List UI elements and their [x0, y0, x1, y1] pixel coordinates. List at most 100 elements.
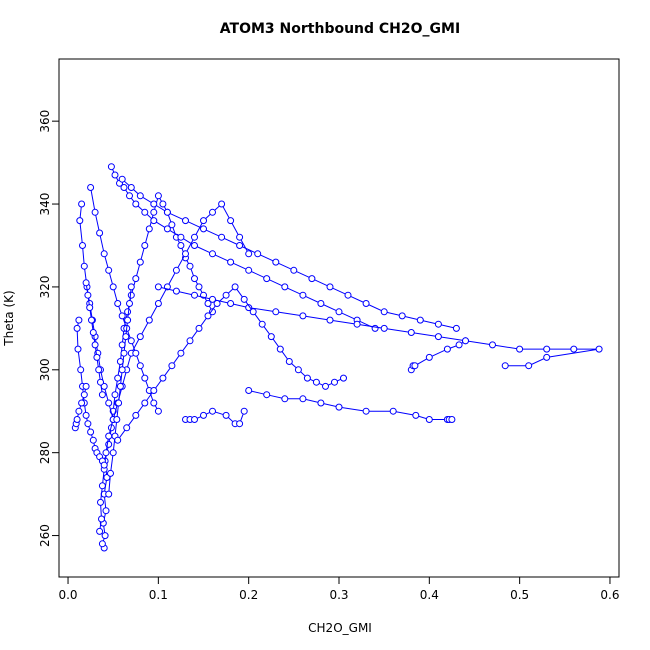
data-point: [335, 403, 343, 411]
data-series: [245, 387, 456, 423]
data-point: [84, 420, 92, 428]
data-point: [299, 291, 307, 299]
data-point: [124, 308, 132, 316]
data-point: [113, 416, 121, 423]
data-point: [150, 399, 158, 407]
y-axis-label: Theta (K): [2, 290, 16, 346]
data-point: [455, 341, 463, 349]
data-point: [299, 395, 307, 403]
data-series: [182, 407, 248, 428]
data-point: [75, 407, 83, 415]
data-point: [172, 266, 180, 274]
data-point: [154, 283, 162, 291]
data-point: [120, 184, 128, 191]
data-point: [200, 217, 207, 225]
data-point: [443, 345, 451, 353]
data-point: [136, 192, 144, 200]
data-point: [186, 262, 194, 270]
data-point: [116, 382, 124, 390]
x-tick-label: 0.5: [510, 588, 529, 602]
data-point: [96, 527, 104, 535]
data-point: [75, 316, 83, 324]
data-point: [285, 358, 293, 365]
data-point: [195, 324, 203, 332]
data-point: [501, 362, 509, 370]
series-line: [117, 286, 344, 441]
data-point: [127, 283, 135, 291]
data-point: [177, 349, 185, 357]
data-point: [448, 416, 456, 423]
data-point: [595, 345, 603, 353]
data-point: [267, 333, 275, 341]
data-point: [411, 362, 419, 370]
data-point: [272, 308, 280, 316]
data-point: [236, 242, 244, 249]
x-tick-label: 0.0: [58, 588, 77, 602]
data-point: [227, 300, 235, 307]
data-series: [82, 279, 106, 399]
data-point: [145, 225, 153, 233]
data-point: [136, 333, 144, 341]
data-point: [82, 411, 90, 419]
data-point: [154, 192, 162, 200]
data-point: [79, 242, 86, 249]
data-point: [100, 250, 108, 258]
data-point: [322, 382, 329, 390]
data-point: [254, 250, 262, 258]
data-point: [118, 175, 126, 183]
data-point: [122, 333, 130, 341]
data-point: [102, 507, 110, 515]
data-point: [82, 382, 90, 390]
data-point: [168, 362, 176, 370]
data-point: [115, 399, 123, 407]
data-point: [281, 395, 289, 403]
data-point: [218, 233, 226, 241]
data-point: [209, 407, 216, 415]
data-point: [89, 329, 97, 336]
data-point: [272, 258, 280, 266]
data-series: [98, 192, 216, 552]
data-point: [105, 399, 113, 407]
data-point: [87, 184, 95, 191]
data-series: [407, 337, 469, 374]
data-point: [78, 399, 86, 407]
data-series: [107, 163, 379, 332]
data-point: [132, 349, 140, 357]
data-point: [82, 279, 90, 287]
data-point: [118, 312, 126, 320]
y-tick-label: 260: [38, 524, 52, 547]
data-point: [276, 345, 284, 353]
data-point: [150, 200, 158, 208]
data-point: [195, 283, 203, 291]
data-point: [249, 308, 257, 316]
data-point: [218, 200, 226, 208]
data-point: [98, 515, 105, 523]
data-point: [101, 532, 109, 540]
data-point: [380, 324, 388, 332]
data-point: [407, 329, 415, 336]
data-point: [263, 275, 271, 283]
data-point: [93, 353, 101, 361]
data-point: [353, 320, 361, 328]
x-tick-label: 0.1: [149, 588, 168, 602]
data-point: [398, 312, 406, 320]
data-point: [98, 391, 106, 399]
data-point: [127, 291, 135, 299]
data-point: [132, 200, 140, 208]
data-point: [191, 242, 198, 249]
data-point: [123, 424, 131, 432]
x-axis: 0.0 0.1 0.2 0.3 0.4 0.5 0.6: [58, 576, 620, 602]
data-point: [389, 407, 397, 415]
data-point: [182, 250, 189, 258]
data-point: [80, 262, 88, 270]
data-point: [163, 208, 171, 216]
data-point: [416, 316, 424, 324]
data-point: [317, 399, 325, 407]
data-point: [141, 208, 149, 216]
data-point: [177, 242, 185, 249]
y-tick-label: 300: [38, 358, 52, 381]
data-point: [87, 428, 95, 436]
data-point: [299, 312, 307, 320]
data-point: [489, 341, 496, 349]
data-point: [263, 391, 271, 399]
